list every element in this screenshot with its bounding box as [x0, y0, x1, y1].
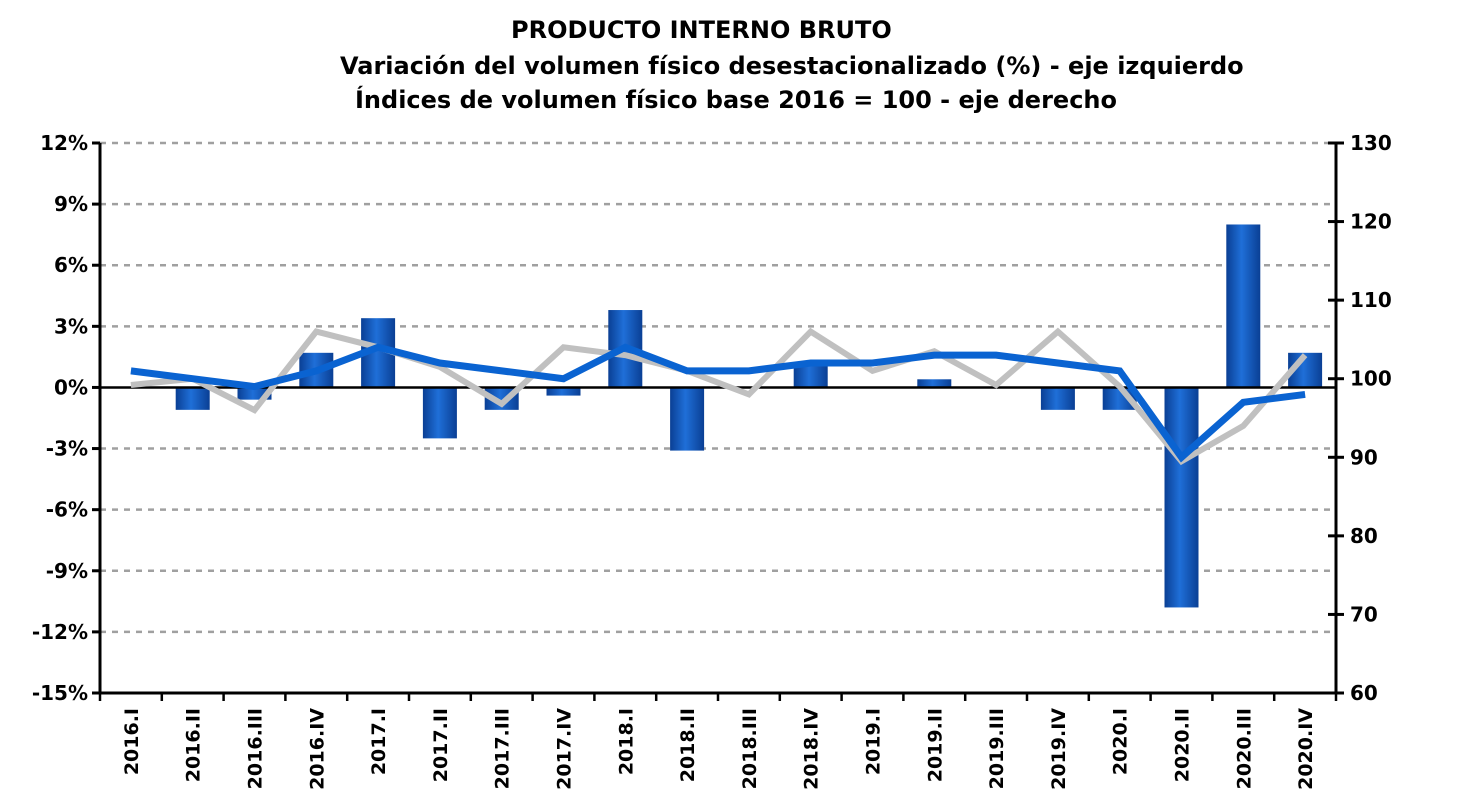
x-tick-label: 2018.IV — [801, 708, 823, 790]
left-tick-label: -15% — [32, 681, 88, 705]
right-tick-label: 90 — [1350, 445, 1378, 469]
right-tick-label: 60 — [1350, 681, 1378, 705]
right-tick-label: 70 — [1350, 602, 1378, 626]
chart-titles: PRODUCTO INTERNO BRUTO Variación del vol… — [0, 0, 1467, 130]
x-tick-label: 2017.II — [430, 708, 452, 782]
bar — [175, 387, 210, 410]
left-tick-label: 9% — [54, 192, 88, 216]
x-tick-label: 2017.IV — [554, 708, 576, 790]
chart-subtitle-right-axis: Índices de volumen físico base 2016 = 10… — [355, 86, 1117, 114]
left-tick-label: 12% — [40, 131, 88, 155]
left-tick-label: 3% — [54, 314, 88, 338]
x-tick-label: 2017.III — [492, 708, 514, 789]
x-tick-label: 2018.III — [739, 708, 761, 789]
bar — [670, 387, 705, 451]
left-tick-label: -9% — [46, 559, 88, 583]
gridlines — [100, 141, 1336, 634]
right-tick-label: 110 — [1350, 288, 1392, 312]
line-series — [130, 327, 1308, 466]
x-tick-label: 2020.II — [1172, 708, 1194, 782]
axes — [92, 141, 1344, 701]
left-tick-label: -3% — [46, 437, 88, 461]
line-series-gray — [130, 327, 1308, 466]
x-tick-label: 2019.III — [986, 708, 1008, 789]
bar — [917, 379, 952, 388]
x-tick-label: 2016.I — [121, 708, 143, 775]
x-tick-label: 2016.III — [245, 708, 267, 789]
x-tick-label: 2019.II — [924, 708, 946, 782]
bar — [1226, 224, 1261, 388]
bar — [1164, 387, 1199, 608]
x-tick-label: 2020.IV — [1295, 708, 1317, 790]
x-tick-label: 2016.IV — [306, 708, 328, 790]
left-tick-label: -12% — [32, 620, 88, 644]
x-tick-label: 2020.I — [1110, 708, 1132, 775]
line-series-blue — [130, 343, 1306, 463]
left-tick-label: -6% — [46, 498, 88, 522]
x-tick-label: 2020.III — [1233, 708, 1255, 789]
bar-series — [175, 224, 1323, 608]
x-tick-label: 2016.II — [183, 708, 205, 782]
x-tick-label: 2019.IV — [1048, 708, 1070, 790]
right-tick-label: 80 — [1350, 524, 1378, 548]
x-tick-label: 2017.I — [368, 708, 390, 775]
bar — [1040, 387, 1075, 410]
chart-subtitle-left-axis: Variación del volumen físico desestacion… — [340, 52, 1244, 80]
left-tick-label: 0% — [54, 375, 88, 399]
bar — [793, 365, 828, 388]
x-tick-label: 2018.II — [677, 708, 699, 782]
bar — [422, 387, 457, 439]
x-tick-label: 2018.I — [615, 708, 637, 775]
chart-title: PRODUCTO INTERNO BRUTO — [511, 16, 892, 44]
x-tick-label: 2019.I — [863, 708, 885, 775]
left-tick-label: 6% — [54, 253, 88, 277]
tick-labels: 12% 9% 6% 3% 0% -3% -6% -9% -12% -15% 130 120 110 100… — [32, 131, 1392, 790]
bar — [546, 387, 581, 396]
right-tick-label: 100 — [1350, 367, 1392, 391]
right-tick-label: 120 — [1350, 210, 1392, 234]
right-tick-label: 130 — [1350, 131, 1392, 155]
